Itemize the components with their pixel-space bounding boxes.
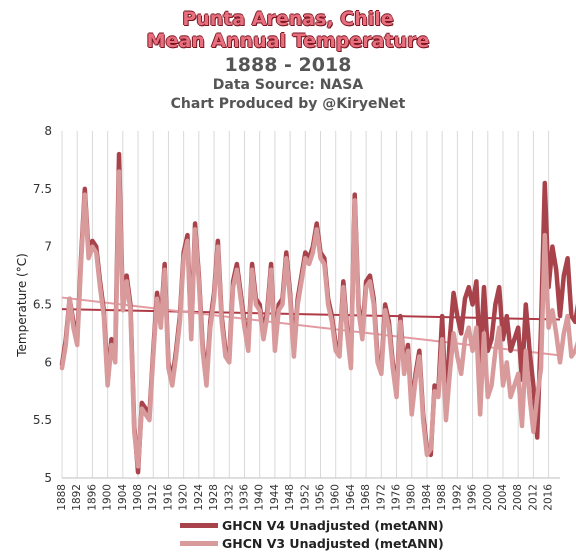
x-tick-label-1984: 1984 <box>421 484 433 511</box>
x-tick-label-1960: 1960 <box>330 484 342 511</box>
x-tick-label-1908: 1908 <box>132 484 144 511</box>
series-line-v3 <box>59 169 576 469</box>
chart-data-source: Data Source: NASA <box>212 77 364 93</box>
chart-titles: Punta Arenas, Chile Mean Annual Temperat… <box>0 8 576 114</box>
x-tick-label-1968: 1968 <box>360 484 372 511</box>
x-tick-label-2008: 2008 <box>512 484 524 511</box>
y-tick-label-5: 5 <box>44 471 52 485</box>
y-tick-label-7: 7 <box>44 240 52 254</box>
x-tick-label-1888: 1888 <box>56 484 68 511</box>
y-tick-label-6.5: 6.5 <box>33 298 52 312</box>
x-tick-label-1932: 1932 <box>223 484 235 511</box>
x-tick-label-1904: 1904 <box>117 484 129 511</box>
x-axis: 1888 1892 1896 1900 1904 1908 1912 1916 1920 1924… <box>56 484 555 511</box>
x-tick-label-1972: 1972 <box>375 484 387 511</box>
y-tick-label-8: 8 <box>44 124 52 138</box>
y-axis-label: Temperature (°C) <box>15 253 29 358</box>
x-tick-label-2004: 2004 <box>497 484 509 511</box>
y-axis: 5 5.5 6 6.5 7 7.5 8 <box>33 124 52 485</box>
x-tick-label-1940: 1940 <box>254 484 266 511</box>
x-tick-label-1976: 1976 <box>391 484 403 511</box>
x-tick-label-1920: 1920 <box>178 484 190 511</box>
y-tick-label-6: 6 <box>44 355 52 369</box>
x-tick-label-1952: 1952 <box>299 484 311 511</box>
data-series <box>59 151 576 475</box>
x-tick-label-1988: 1988 <box>436 484 448 511</box>
x-tick-label-1996: 1996 <box>467 484 479 511</box>
chart-title-line1: Punta Arenas, Chile <box>182 8 394 30</box>
x-tick-label-1936: 1936 <box>238 484 250 511</box>
x-tick-label-1964: 1964 <box>345 484 357 511</box>
x-tick-label-1912: 1912 <box>147 484 159 511</box>
x-tick-label-1916: 1916 <box>162 484 174 511</box>
x-tick-label-1900: 1900 <box>102 484 114 511</box>
x-tick-label-1928: 1928 <box>208 484 220 511</box>
legend-item-v4: GHCN V4 Unadjusted (metANN) <box>180 516 444 534</box>
x-tick-label-1896: 1896 <box>86 484 98 511</box>
x-tick-label-1980: 1980 <box>406 484 418 511</box>
x-tick-label-1944: 1944 <box>269 484 281 511</box>
x-tick-label-1948: 1948 <box>284 484 296 511</box>
chart-legend: GHCN V4 Unadjusted (metANN) GHCN V3 Unad… <box>180 516 444 552</box>
x-tick-label-2000: 2000 <box>482 484 494 511</box>
legend-swatch-v4 <box>180 522 218 528</box>
chart-year-range: 1888 - 2018 <box>224 54 352 76</box>
legend-item-v3: GHCN V3 Unadjusted (metANN) <box>180 534 444 552</box>
legend-label-v3: GHCN V3 Unadjusted (metANN) <box>222 535 444 551</box>
legend-label-v4: GHCN V4 Unadjusted (metANN) <box>222 517 444 533</box>
chart-title-line2: Mean Annual Temperature <box>146 30 430 52</box>
chart-credit: Chart Produced by @KiryeNet <box>170 96 406 112</box>
x-tick-label-1892: 1892 <box>71 484 83 511</box>
legend-swatch-v3 <box>180 540 218 546</box>
x-tick-label-1956: 1956 <box>315 484 327 511</box>
y-tick-label-5.5: 5.5 <box>33 413 52 427</box>
x-tick-label-2012: 2012 <box>527 484 539 511</box>
x-tick-label-2016: 2016 <box>543 484 555 511</box>
x-tick-label-1992: 1992 <box>451 484 463 511</box>
y-tick-label-7.5: 7.5 <box>33 182 52 196</box>
x-tick-label-1924: 1924 <box>193 484 205 511</box>
